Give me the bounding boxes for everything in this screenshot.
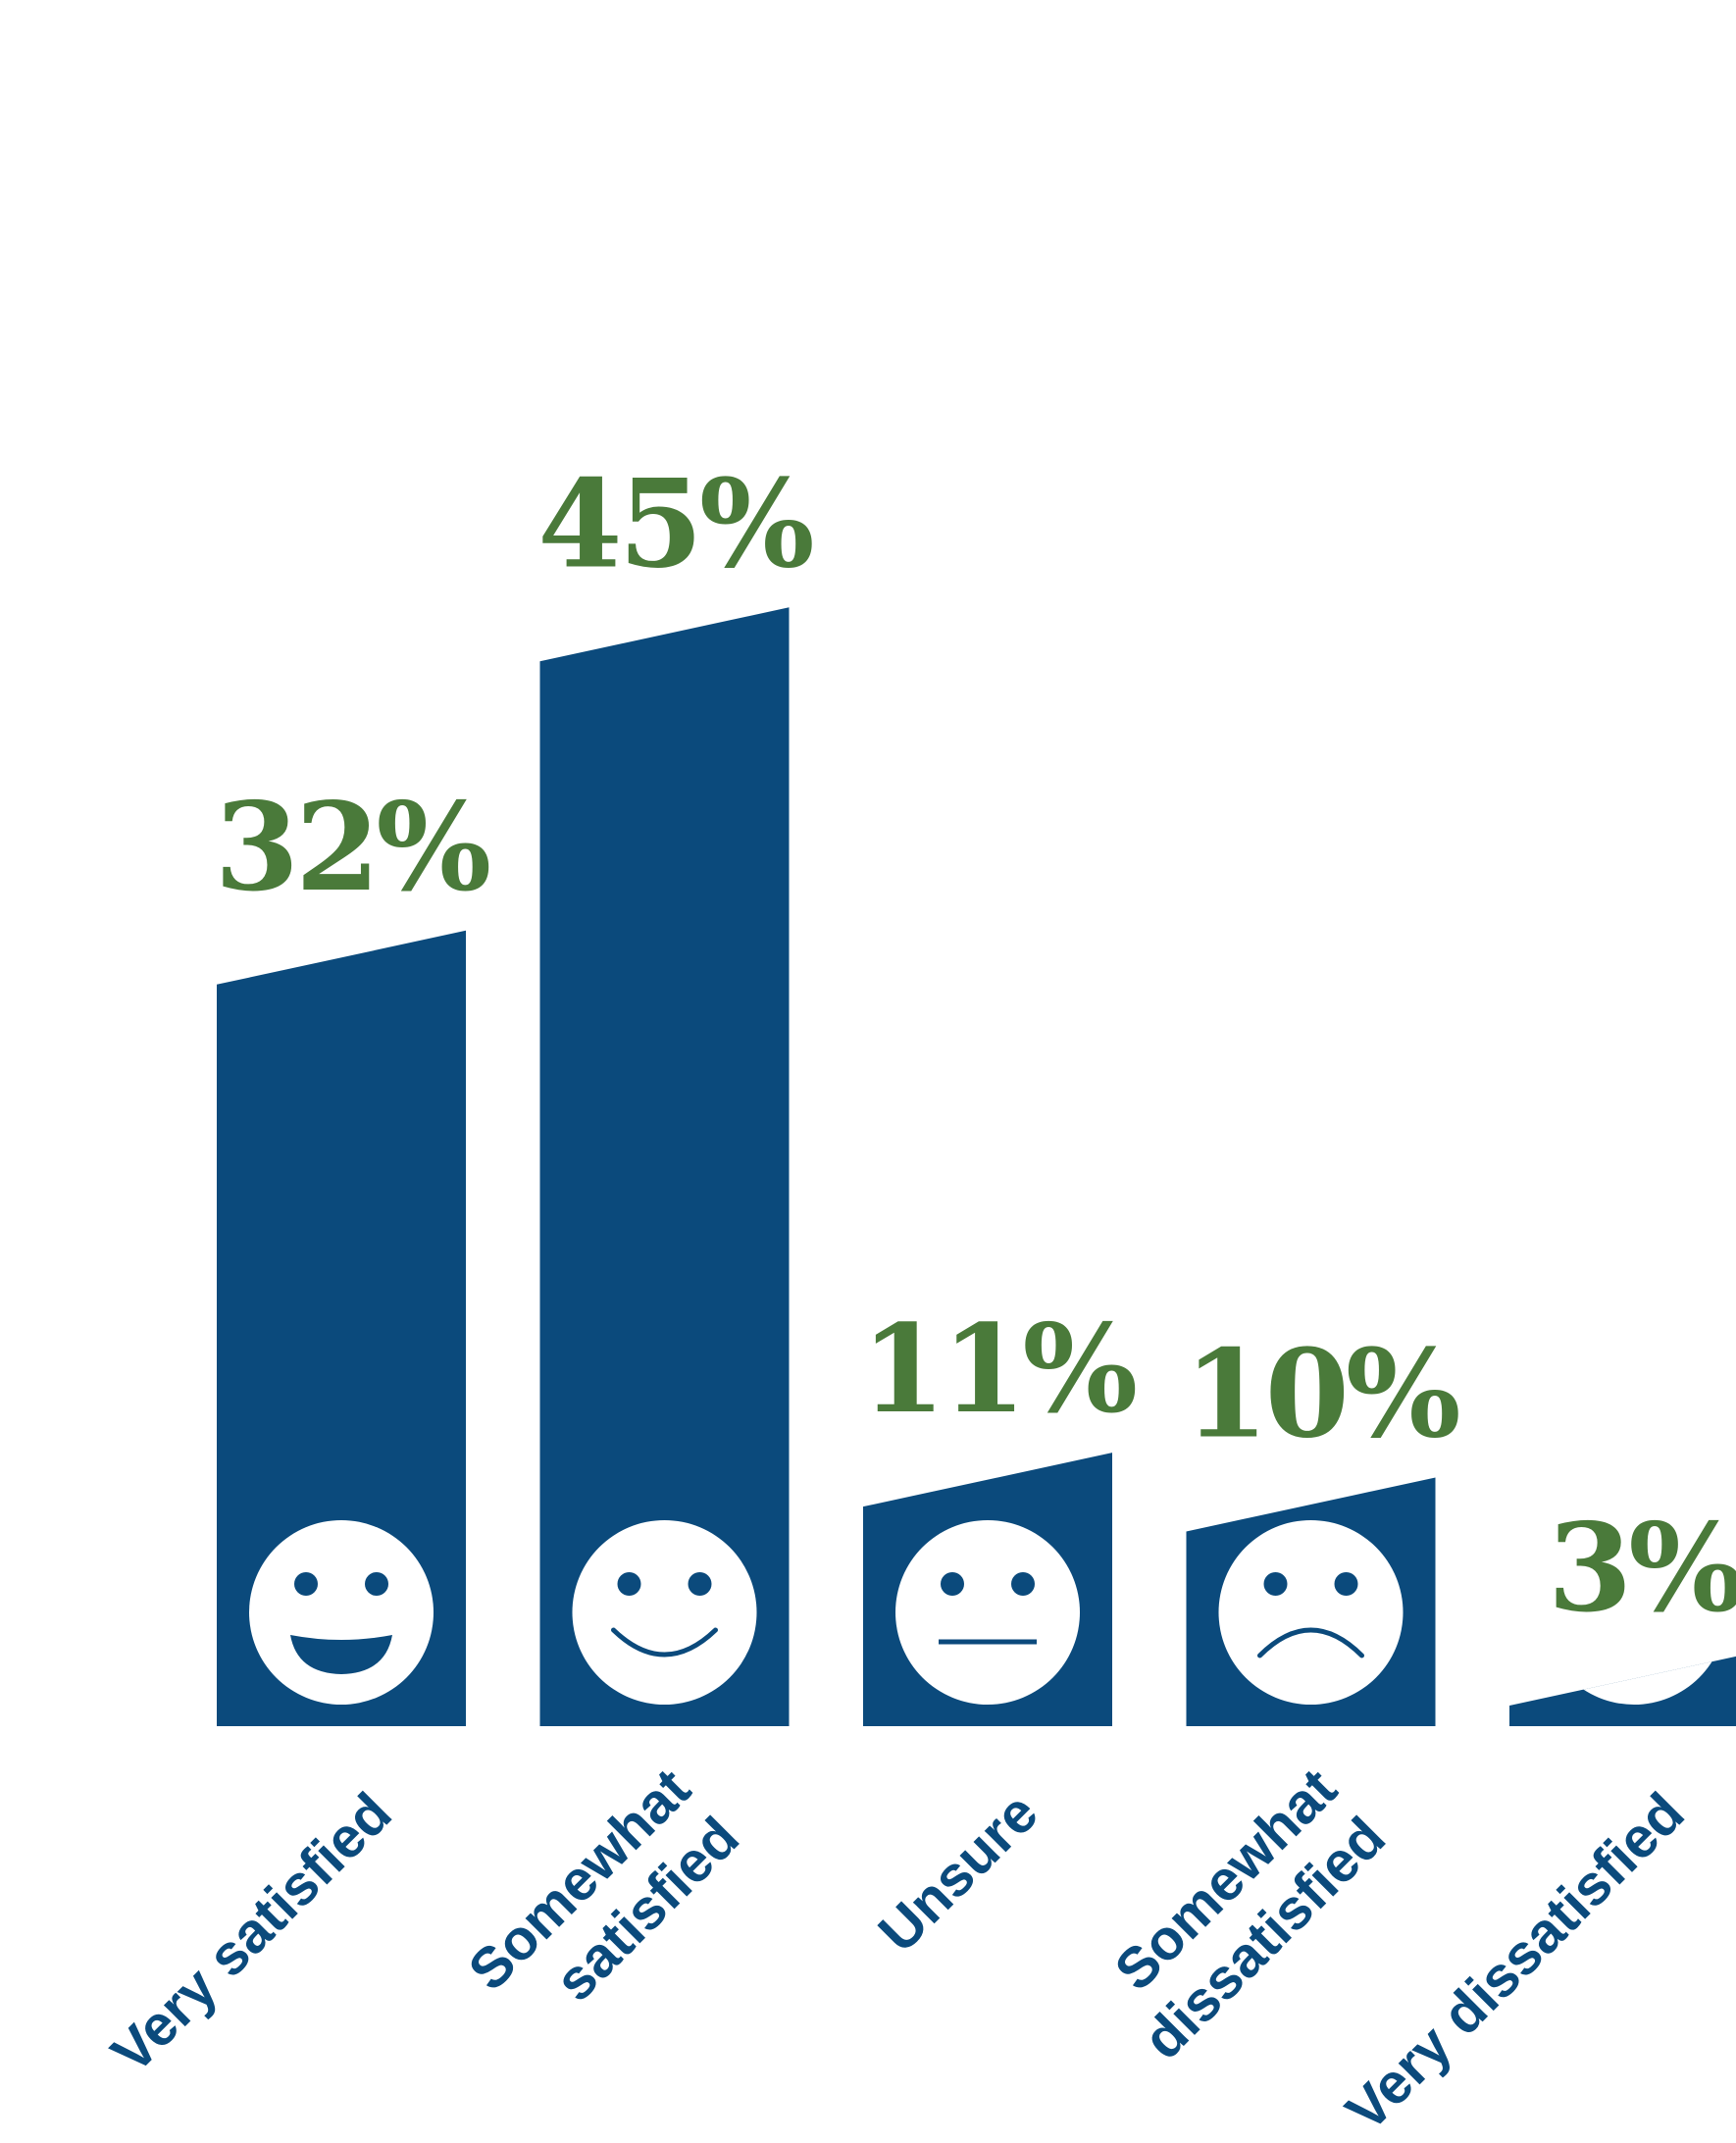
value-labels: 32% 45% 11% 10% 3% <box>215 453 1736 1640</box>
value-label-unsure: 11% <box>861 1299 1136 1441</box>
category-label-somewhat-satisfied: Somewhatsatisfied <box>456 1757 751 2052</box>
category-label-unsure: Unsure <box>866 1781 1049 1964</box>
laughing-face-icon <box>249 1520 434 1705</box>
category-label-somewhat-dissatisfied: Somewhatdissatisfied <box>1083 1757 1398 2071</box>
value-label-very-satisfied: 32% <box>215 777 489 919</box>
category-label-line: Very dissatisfied <box>1334 1781 1697 2143</box>
face-icons <box>249 1520 1726 1705</box>
value-label-very-dissatisfied: 3% <box>1548 1498 1736 1640</box>
bar-very-satisfied <box>217 930 466 1726</box>
smiling-face-icon <box>572 1520 757 1705</box>
value-label-somewhat-satisfied: 45% <box>537 453 812 595</box>
category-label-very-satisfied: Very satisfied <box>99 1781 403 2085</box>
category-labels: Very satisfied Somewhatsatisfied Unsure Som… <box>99 1757 1696 2143</box>
category-label-line: Very satisfied <box>99 1781 403 2085</box>
frowning-face-icon <box>1218 1520 1404 1705</box>
neutral-face-icon <box>895 1520 1080 1705</box>
bar-somewhat-satisfied <box>539 607 790 1726</box>
category-label-very-dissatisfied: Very dissatisfied <box>1334 1781 1697 2143</box>
category-label-line: Unsure <box>866 1781 1049 1964</box>
value-label-somewhat-dissatisfied: 10% <box>1184 1324 1458 1466</box>
